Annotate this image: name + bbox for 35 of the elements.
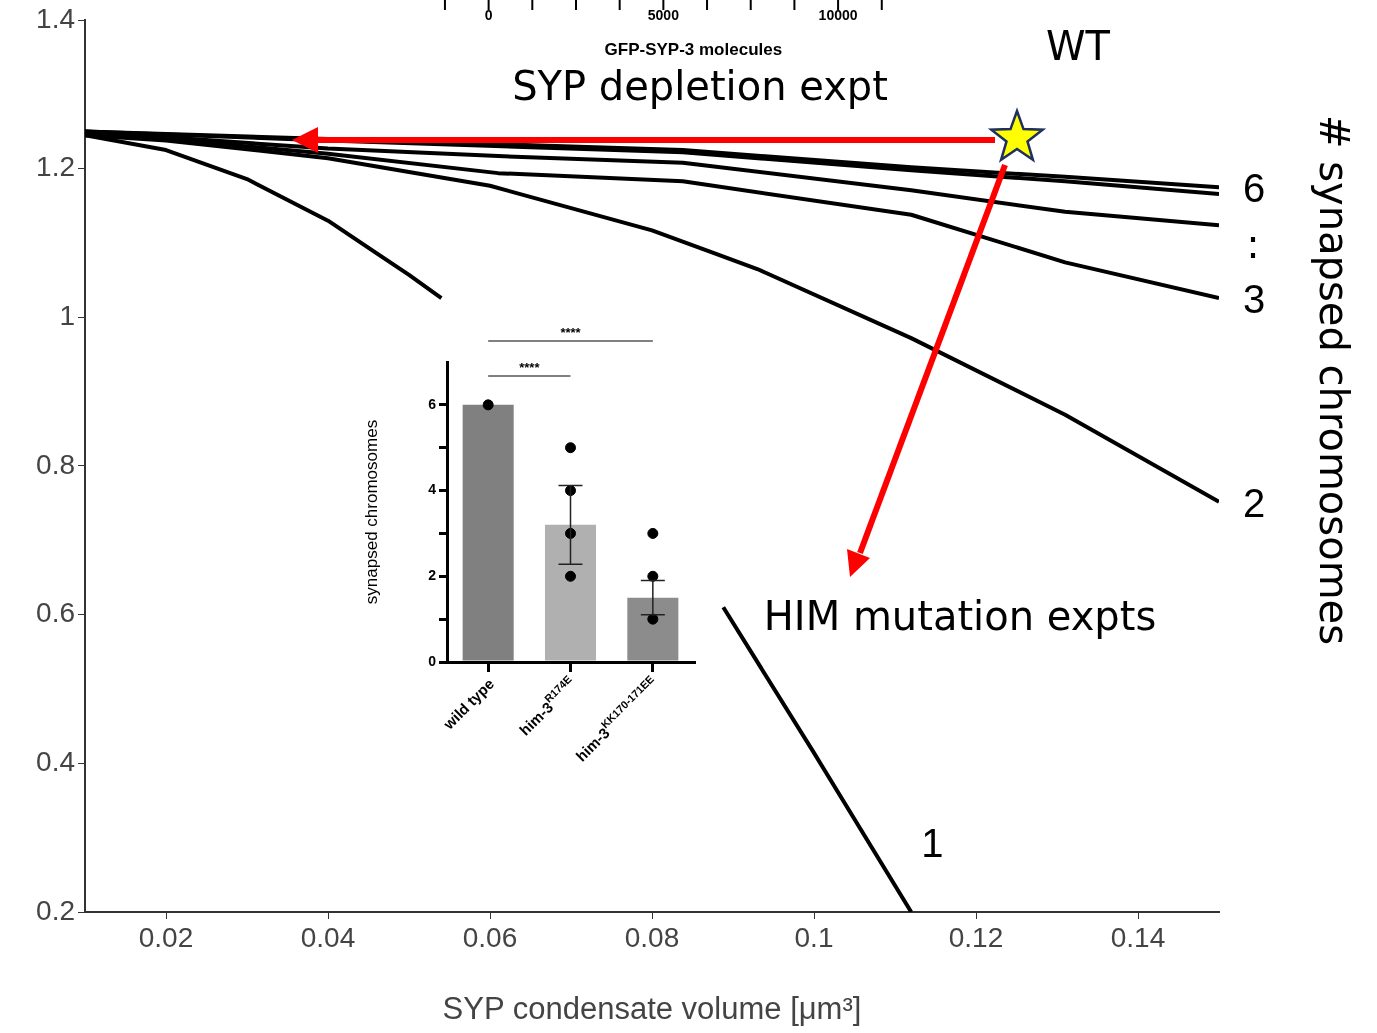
text: # synapsed chromosomes <box>1310 114 1357 646</box>
x-tick-label: 0.02 <box>138 921 194 953</box>
y-tick-label: 0 <box>428 652 437 669</box>
x-axis-title: SYP condensate volume [μm³] <box>442 990 862 1026</box>
x-tick-label: 0.14 <box>1110 921 1166 953</box>
x-tick-label: 0.08 <box>624 921 680 953</box>
text: : <box>1246 221 1260 268</box>
annotation: SYP depletion expt <box>512 63 888 110</box>
y-tick-label: 0.4 <box>36 746 75 778</box>
annotation: **** <box>560 324 582 340</box>
series-label: 2 <box>1243 480 1266 525</box>
y-tick-label: 4 <box>428 481 437 498</box>
y-tick-label: 0.6 <box>36 597 75 629</box>
series-label: 1 <box>921 821 944 866</box>
x2-tick-label: 10000 <box>818 6 858 23</box>
y-tick-label: 1.4 <box>36 2 75 34</box>
x-tick-label: 0.12 <box>948 921 1004 953</box>
y-tick-label: 0.2 <box>36 894 75 926</box>
y-axis-title: synapsed chromosomes <box>361 419 381 605</box>
y-tick-label: 2 <box>428 567 437 584</box>
x2-axis-title: GFP-SYP-3 molecules <box>604 39 783 59</box>
series-label: 6 <box>1243 166 1266 211</box>
y-tick-label: 0.8 <box>36 448 75 480</box>
x-tick-label: 0.1 <box>794 921 834 953</box>
annotation: HIM mutation expts <box>763 593 1157 640</box>
x-tick-label: 0.06 <box>462 921 518 953</box>
y-tick-label: 1 <box>59 300 75 332</box>
annotation: **** <box>519 359 541 375</box>
x2-tick-label: 0 <box>484 6 493 23</box>
y-tick-label: 6 <box>428 395 437 412</box>
annotation: WT <box>1046 23 1111 70</box>
x2-tick-label: 5000 <box>647 6 680 23</box>
series-label: 3 <box>1243 277 1266 322</box>
x-tick-label: 0.04 <box>300 921 356 953</box>
y-tick-label: 1.2 <box>36 151 75 183</box>
